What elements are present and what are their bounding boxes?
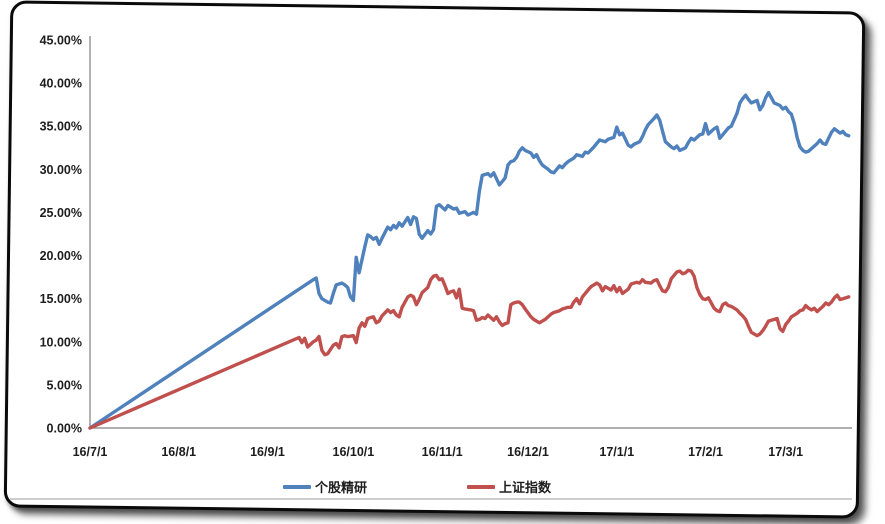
legend-item-series2: 上证指数 xyxy=(467,477,551,496)
series-line-2 xyxy=(88,268,851,430)
y-axis-tick-label: 20.00% xyxy=(40,249,82,263)
x-axis-tick-label: 16/8/1 xyxy=(161,445,196,459)
legend-swatch-series1-blue xyxy=(283,484,311,489)
legend-swatch-series2-red xyxy=(467,484,495,489)
x-axis-tick-label: 16/9/1 xyxy=(250,445,285,459)
y-axis-tick-label: 5.00% xyxy=(47,378,82,392)
x-axis-tick-label: 16/11/1 xyxy=(422,445,463,459)
y-axis-tick-label: 35.00% xyxy=(40,120,82,134)
x-axis-tick-label: 17/3/1 xyxy=(768,445,803,459)
legend-label-series2: 上证指数 xyxy=(499,480,552,495)
legend-item-series1: 个股精研 xyxy=(283,477,367,496)
y-axis-tick-label: 40.00% xyxy=(40,77,82,91)
x-axis-tick-label: 16/12/1 xyxy=(507,445,549,459)
y-axis-tick-label: 15.00% xyxy=(40,292,82,306)
y-axis-tick-label: 30.00% xyxy=(40,163,82,177)
x-axis-tick-label: 17/2/1 xyxy=(688,445,723,459)
y-axis-tick-label: 10.00% xyxy=(40,335,82,349)
y-axis-tick-label: 25.00% xyxy=(40,206,82,220)
legend-label-series1: 个股精研 xyxy=(315,480,368,495)
x-axis-tick-label: 16/7/1 xyxy=(73,445,108,459)
x-axis-tick-label: 17/1/1 xyxy=(599,445,634,459)
series-line-1 xyxy=(88,90,851,430)
chart-legend: 个股精研 上证指数 xyxy=(0,477,885,497)
y-axis-tick-label: 45.00% xyxy=(40,34,82,48)
y-axis-tick-label: 0.00% xyxy=(47,422,82,436)
x-axis-tick-label: 16/10/1 xyxy=(333,445,375,459)
